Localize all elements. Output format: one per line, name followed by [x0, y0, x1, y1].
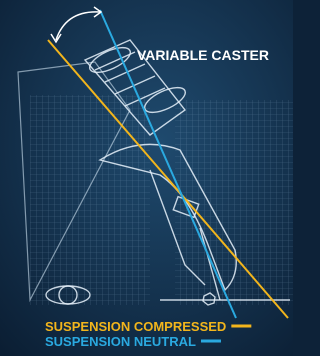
legend-label: SUSPENSION COMPRESSED — [45, 319, 226, 334]
legend-label: SUSPENSION NEUTRAL — [45, 334, 196, 349]
title: VARIABLE CASTER — [137, 47, 269, 63]
diagram: VARIABLE CASTER SUSPENSION COMPRESSEDSUS… — [0, 0, 293, 356]
grid-panel — [30, 95, 150, 305]
